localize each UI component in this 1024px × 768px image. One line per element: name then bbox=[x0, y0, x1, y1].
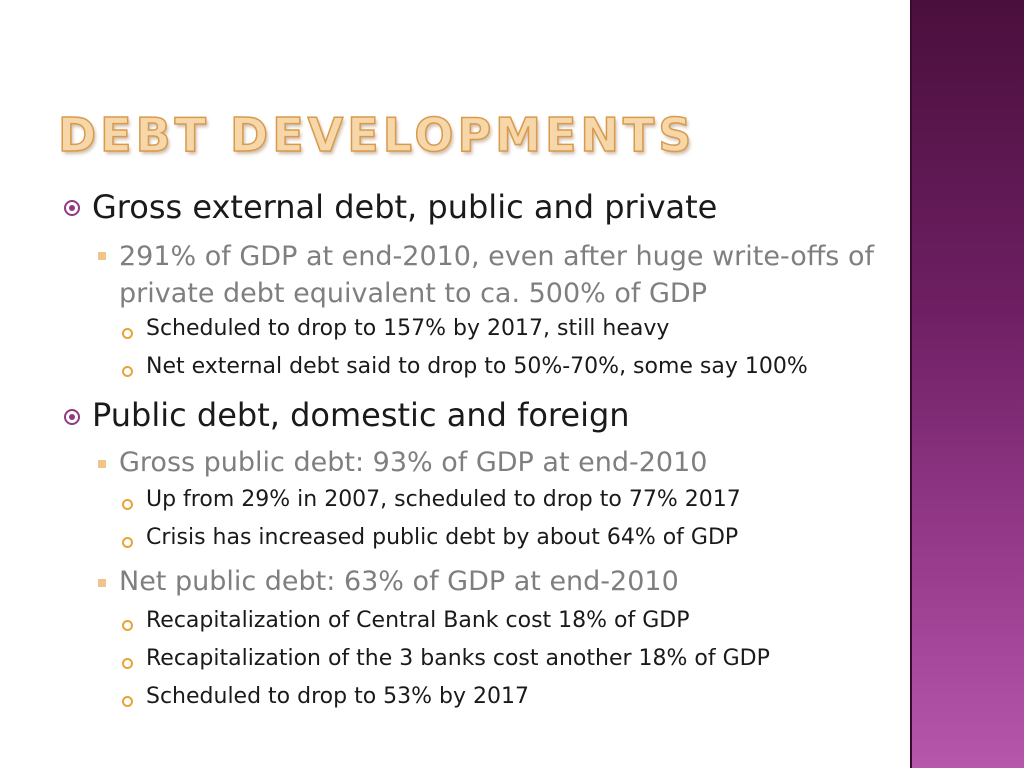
ring-bullet-icon bbox=[122, 499, 133, 510]
point-net-external-debt: Net external debt said to drop to 50%-70… bbox=[146, 354, 808, 379]
point-recap-central-bank: Recapitalization of Central Bank cost 18… bbox=[146, 608, 690, 633]
square-bullet-icon bbox=[98, 460, 106, 468]
ring-bullet-icon bbox=[122, 366, 133, 377]
sub-bullet-net-public-debt: Net public debt: 63% of GDP at end-2010 bbox=[119, 566, 679, 597]
ring-bullet-icon bbox=[122, 620, 133, 631]
bullet-public-debt: Public debt, domestic and foreign bbox=[92, 396, 630, 434]
circle-bullet-icon bbox=[64, 200, 80, 216]
sub-bullet-291-percent: 291% of GDP at end-2010, even after huge… bbox=[119, 241, 874, 309]
sub-bullet-gross-public-debt: Gross public debt: 93% of GDP at end-201… bbox=[119, 447, 708, 478]
ring-bullet-icon bbox=[122, 328, 133, 339]
square-bullet-icon bbox=[98, 252, 106, 260]
point-recap-3-banks: Recapitalization of the 3 banks cost ano… bbox=[146, 646, 770, 671]
circle-bullet-icon bbox=[64, 409, 80, 425]
bullet-gross-external-debt: Gross external debt, public and private bbox=[92, 188, 718, 226]
slide-title: Debt developments bbox=[57, 107, 696, 163]
ring-bullet-icon bbox=[122, 658, 133, 669]
point-crisis-increased: Crisis has increased public debt by abou… bbox=[146, 525, 739, 550]
decorative-side-bar bbox=[910, 0, 1024, 768]
point-scheduled-157: Scheduled to drop to 157% by 2017, still… bbox=[146, 316, 670, 341]
point-up-from-29: Up from 29% in 2007, scheduled to drop t… bbox=[146, 487, 741, 512]
square-bullet-icon bbox=[98, 579, 106, 587]
point-scheduled-53: Scheduled to drop to 53% by 2017 bbox=[146, 684, 530, 709]
ring-bullet-icon bbox=[122, 696, 133, 707]
ring-bullet-icon bbox=[122, 537, 133, 548]
